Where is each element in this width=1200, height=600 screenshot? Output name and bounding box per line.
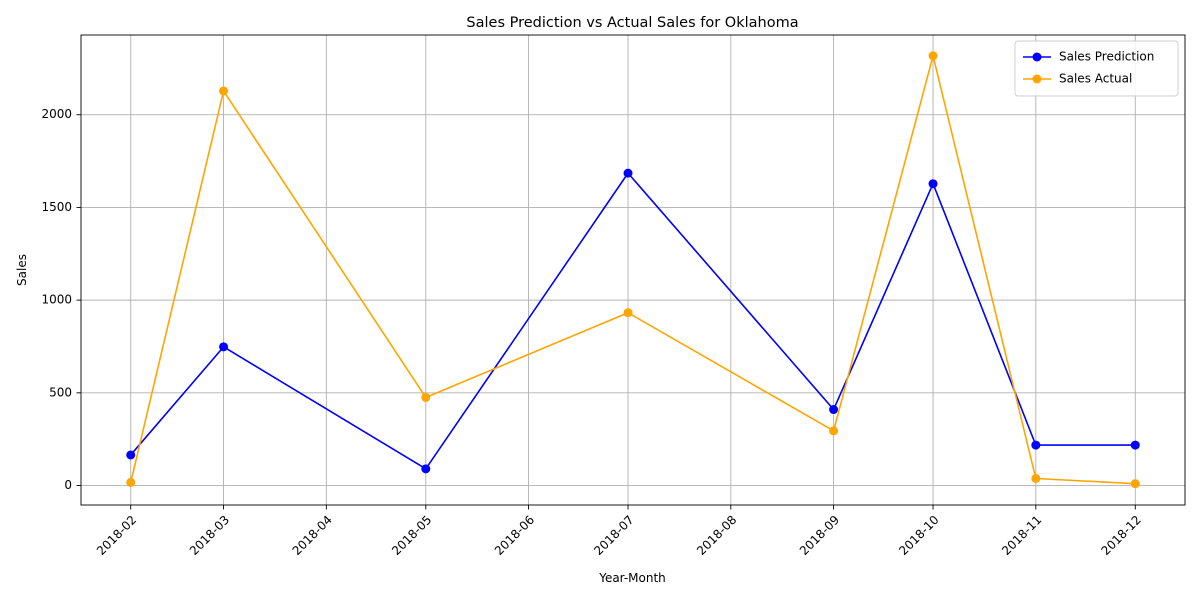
plot-area-frame	[80, 34, 1186, 506]
chart-title: Sales Prediction vs Actual Sales for Okl…	[466, 15, 798, 31]
y-tick-label: 1000	[41, 293, 72, 307]
x-tick-label: 2018-10	[896, 513, 941, 558]
y-axis: 0 500 1000 1500 2000	[41, 107, 81, 492]
x-tick-label: 2018-02	[94, 513, 139, 558]
y-tick-label: 1500	[41, 200, 72, 214]
y-tick-label: 500	[49, 385, 72, 399]
series-line	[130, 172, 1136, 470]
data-point	[623, 308, 633, 318]
data-point	[126, 477, 136, 487]
y-tick-label: 2000	[41, 107, 72, 121]
x-tick-label: 2018-11	[999, 513, 1044, 558]
data-point	[829, 426, 839, 436]
legend: Sales Prediction Sales Actual	[1014, 40, 1179, 97]
x-tick-label: 2018-12	[1099, 513, 1144, 558]
series-1	[126, 51, 1140, 489]
x-tick-label: 2018-09	[797, 513, 842, 558]
x-tick-label: 2018-08	[694, 513, 739, 558]
x-tick-label: 2018-03	[187, 513, 232, 558]
legend-marker	[1032, 74, 1042, 84]
data-point	[1031, 473, 1041, 483]
data-point	[1130, 479, 1140, 489]
legend-label: Sales Actual	[1059, 72, 1132, 86]
data-point	[421, 464, 431, 474]
x-tick-label: 2018-06	[492, 513, 537, 558]
data-point	[928, 51, 938, 61]
grid	[81, 35, 1185, 505]
x-axis: 2018-02 2018-03 2018-04 2018-05 2018-06 2018-…	[94, 505, 1144, 558]
legend-item: Sales Actual	[1023, 72, 1132, 86]
x-tick-label: 2018-04	[290, 513, 335, 558]
legend-item: Sales Prediction	[1023, 50, 1154, 64]
legend-box	[1014, 40, 1179, 97]
data-point	[928, 179, 938, 189]
legend-marker	[1032, 52, 1042, 62]
x-axis-label: Year-Month	[598, 571, 666, 585]
y-axis-label: Sales	[15, 254, 29, 286]
data-point	[219, 86, 229, 96]
data-point	[219, 342, 229, 352]
data-point	[1130, 440, 1140, 450]
x-tick-label: 2018-05	[389, 513, 434, 558]
y-tick-label: 0	[64, 478, 72, 492]
legend-label: Sales Prediction	[1059, 50, 1154, 64]
x-tick-label: 2018-07	[591, 513, 636, 558]
series-group	[126, 51, 1140, 489]
data-point	[421, 392, 431, 402]
series-0	[126, 168, 1140, 474]
series-line	[129, 54, 1136, 485]
data-point	[1031, 440, 1041, 450]
data-point	[623, 168, 633, 178]
data-point	[126, 450, 136, 460]
data-point	[829, 405, 839, 415]
